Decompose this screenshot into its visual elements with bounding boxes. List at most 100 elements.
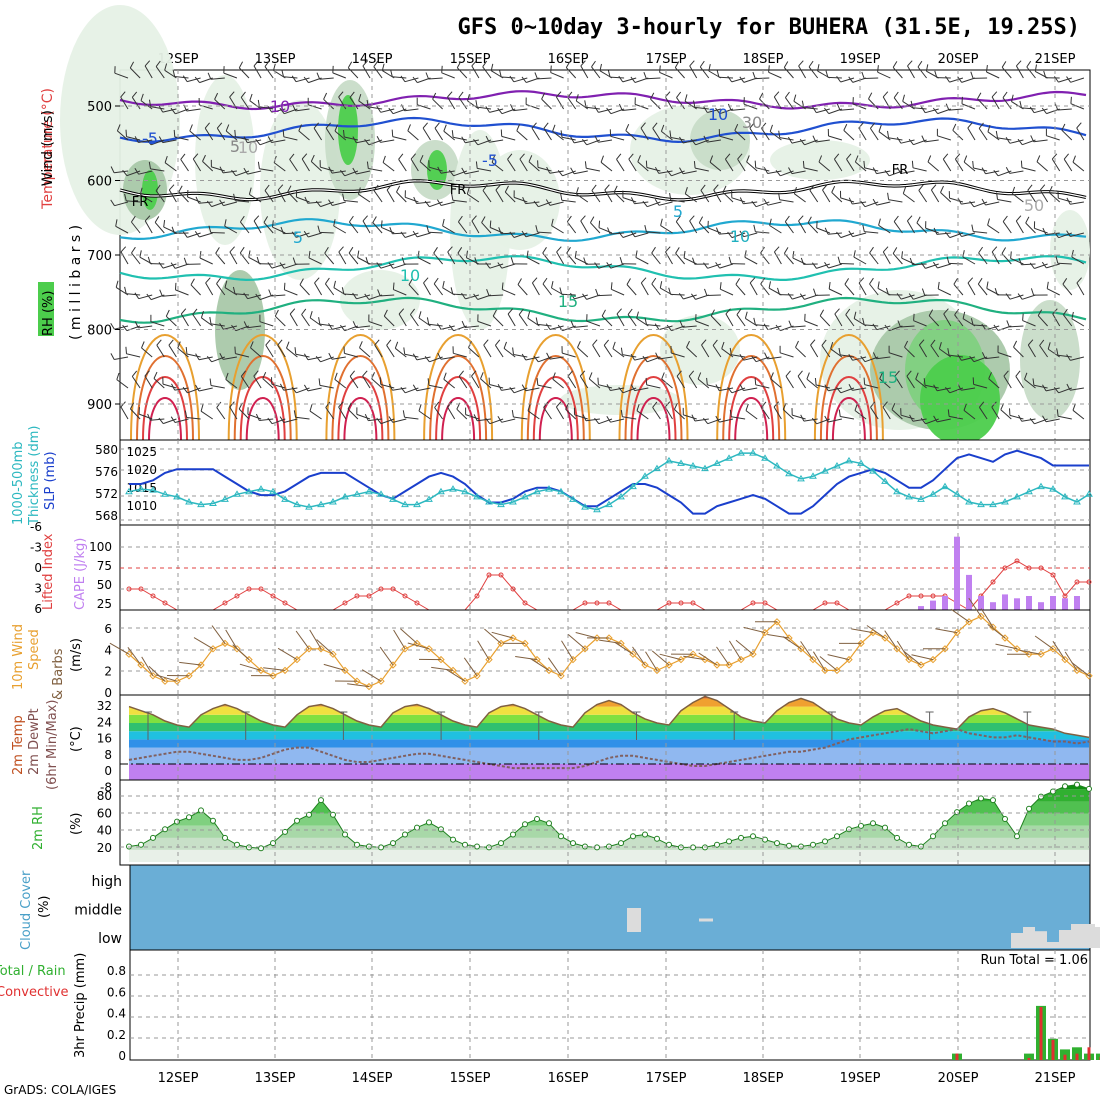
barb-flag <box>582 138 588 146</box>
barb-flag <box>698 216 704 224</box>
barb-staff <box>263 222 274 234</box>
barb-flag <box>745 403 749 411</box>
upper-wind-barb <box>229 91 238 110</box>
wind-speed-point <box>233 645 241 653</box>
barb-staff <box>694 418 709 422</box>
barb-flag <box>1051 153 1058 160</box>
upper-wind-barb <box>491 155 504 172</box>
thickness-point <box>821 467 829 474</box>
cape-bar <box>1038 602 1044 610</box>
temp-band <box>129 731 1089 740</box>
upper-wind-barb <box>784 91 794 110</box>
barb-flag <box>328 323 333 330</box>
barb-staff <box>428 384 443 389</box>
upper-wind-barb <box>253 215 262 234</box>
li-axis-label: Lifted Index <box>41 533 56 610</box>
upper-wind-barb <box>334 124 347 141</box>
upper-wind-barb <box>927 155 940 172</box>
wind-speed-point <box>389 661 397 669</box>
temperature-contours <box>119 90 1087 441</box>
upper-wind-barb <box>967 122 976 141</box>
wind-speed-point <box>989 623 997 631</box>
upper-wind-barb <box>773 246 782 265</box>
li-tick: 3 <box>34 582 42 596</box>
barb-staff <box>144 220 153 234</box>
barb-staff <box>888 199 903 203</box>
barb-flag <box>1066 197 1071 205</box>
barb-staff <box>567 97 577 110</box>
upper-wind-barb <box>366 161 383 172</box>
contour-minus5 <box>119 116 1087 144</box>
barb-staff <box>189 130 201 141</box>
barb-staff <box>238 67 250 79</box>
barb-flag <box>448 169 454 177</box>
barb-staff <box>925 227 939 234</box>
barb-staff <box>238 408 250 420</box>
barb-flag <box>448 324 454 332</box>
barb-staff <box>816 418 830 425</box>
barb-flag <box>163 220 166 228</box>
barb-staff <box>1070 201 1084 205</box>
contour-label: FR <box>450 183 467 198</box>
barb-staff <box>433 283 444 296</box>
barb-staff <box>924 384 939 389</box>
upper-wind-barb <box>144 215 153 234</box>
upper-wind-barb <box>693 100 709 110</box>
barb-staff <box>1015 220 1024 234</box>
upper-wind-barb <box>893 215 903 234</box>
barb-flag <box>783 247 789 254</box>
upper-wind-barb <box>267 262 286 269</box>
barb-flag <box>528 155 533 162</box>
barb-flag <box>1005 167 1011 174</box>
upper-wind-barb <box>1056 348 1072 358</box>
top-date-label: 19SEP <box>840 52 881 67</box>
upper-wind-barb <box>703 135 721 143</box>
barb-flag <box>810 339 816 346</box>
upper-wind-barb <box>913 313 927 327</box>
rh-point <box>450 836 456 843</box>
wind-barb <box>716 646 730 666</box>
barb-staff <box>274 315 286 327</box>
upper-wind-barb <box>916 216 927 234</box>
upper-wind-barb <box>824 384 842 392</box>
wind-speed-point <box>353 677 361 685</box>
barb-flag <box>313 122 319 129</box>
wind-barb <box>1034 635 1054 650</box>
temp-label-3: (6hr Min/Max) <box>45 700 60 790</box>
upper-wind-barb <box>1019 100 1036 110</box>
barb-staff <box>396 191 407 203</box>
upper-wind-barb <box>114 66 129 79</box>
barb-flag <box>1024 372 1028 380</box>
upper-wind-barb <box>277 339 286 358</box>
upper-wind-barb <box>1053 76 1072 83</box>
barb-staff <box>126 200 141 203</box>
barb-staff <box>973 324 988 327</box>
upper-wind-barb <box>700 184 710 203</box>
upper-wind-barb <box>155 184 165 203</box>
upper-wind-barb <box>328 352 346 360</box>
barb-staff <box>720 288 734 296</box>
upper-wind-barb <box>715 262 734 269</box>
contour-label: -5 <box>142 129 158 148</box>
barb-flag <box>492 309 497 317</box>
barb-staff <box>259 106 274 110</box>
barb-staff <box>347 408 359 420</box>
barb-staff <box>162 294 177 297</box>
barb-staff <box>1070 356 1085 361</box>
barb-flag <box>727 386 733 394</box>
upper-wind-barb <box>240 91 250 110</box>
upper-wind-barb <box>573 407 588 420</box>
barb-staff <box>1062 283 1073 296</box>
barb-flag <box>149 99 151 107</box>
barb-staff <box>528 161 540 172</box>
upper-wind-barb <box>893 91 903 110</box>
upper-wind-barb <box>594 135 613 143</box>
barb-flag <box>627 308 633 315</box>
barb-flag <box>1039 184 1046 191</box>
wind-barb <box>575 632 598 639</box>
upper-wind-barb <box>282 129 298 141</box>
barb-staff <box>253 65 262 79</box>
barb-staff <box>334 130 347 141</box>
upper-wind-barb <box>791 408 806 420</box>
barb-flag <box>686 340 690 348</box>
